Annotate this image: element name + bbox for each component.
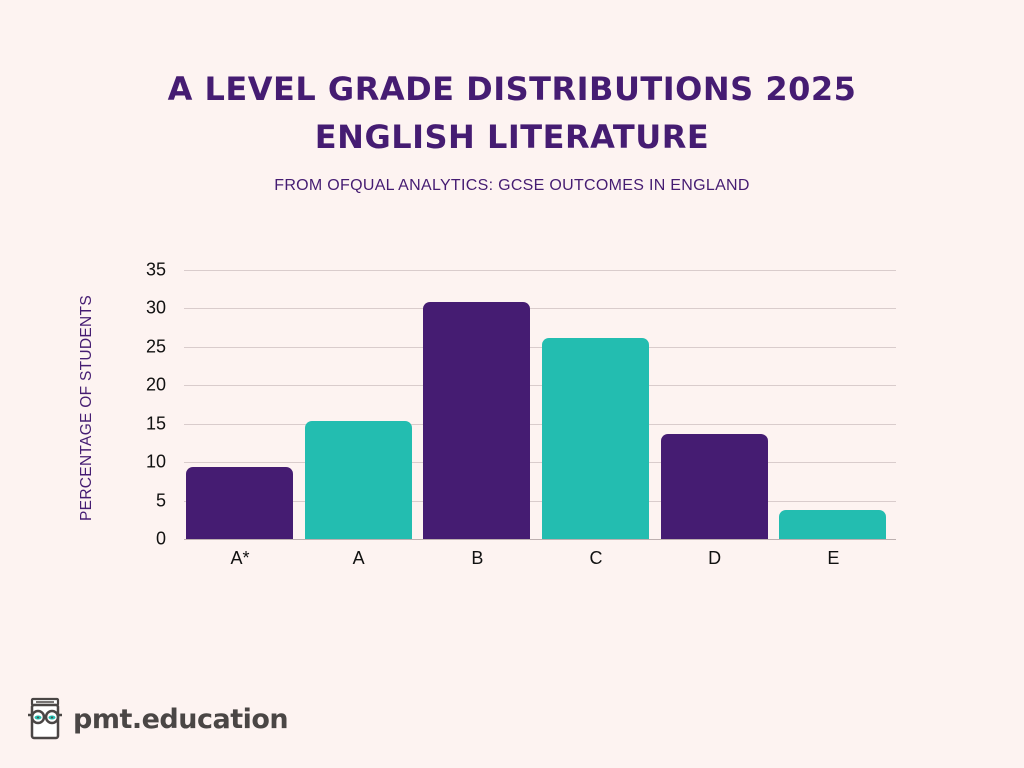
- gridline: [184, 346, 896, 348]
- x-tick-label: E: [827, 548, 840, 568]
- logo-text: pmt.education: [73, 703, 289, 735]
- gridline: [184, 385, 896, 387]
- x-axis-line: [184, 539, 896, 540]
- gridline: [184, 308, 896, 310]
- y-tick-label: 30: [145, 297, 166, 318]
- chart-subtitle: FROM OFQUAL ANALYTICS: GCSE OUTCOMES IN …: [274, 177, 750, 194]
- y-tick-label: 10: [145, 451, 166, 472]
- chart-title-line1: A LEVEL GRADE DISTRIBUTIONS 2025: [167, 70, 857, 108]
- x-tick-label: D: [708, 548, 722, 568]
- y-tick-label: 0: [155, 528, 166, 549]
- gridline: [184, 500, 896, 502]
- bar-A*: [186, 466, 293, 539]
- x-tick-label: B: [471, 548, 484, 568]
- book-with-glasses-icon: [28, 697, 62, 740]
- bar-B: [423, 301, 531, 539]
- y-tick-label: 35: [145, 259, 166, 280]
- x-tick-label: A: [352, 548, 365, 568]
- x-tick-label: A*: [230, 548, 250, 568]
- bar-A: [304, 421, 412, 539]
- y-tick-label: 15: [145, 413, 166, 434]
- gridline: [184, 462, 896, 464]
- bar-C: [542, 338, 649, 539]
- y-tick-label: 5: [155, 490, 166, 511]
- bar-E: [779, 509, 887, 539]
- gridline: [184, 270, 896, 271]
- pmt-logo: pmt.education: [27, 697, 289, 741]
- x-tick-label: C: [589, 548, 603, 568]
- y-tick-label: 25: [145, 336, 166, 357]
- y-tick-label: 20: [145, 374, 166, 395]
- y-axis-label: PERCENTAGE OF STUDENTS: [78, 295, 95, 521]
- gridline: [184, 423, 896, 425]
- plot-area: [184, 270, 896, 539]
- chart-title-line2: ENGLISH LITERATURE: [314, 118, 710, 156]
- bar-D: [660, 433, 768, 539]
